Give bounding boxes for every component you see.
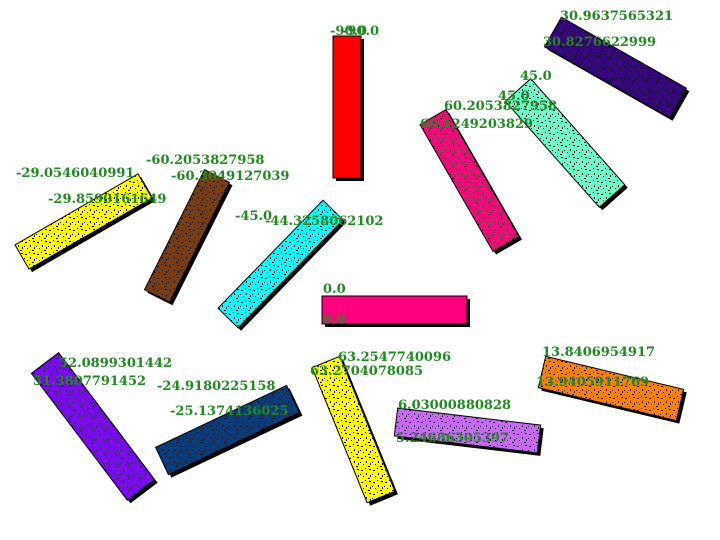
bar-texture [31, 352, 155, 501]
bar-navy-size-label: -25.1374136025 [170, 404, 288, 419]
bar-texture [144, 169, 230, 303]
bar-pink-right-angle-label: 60.2053827958 [444, 99, 557, 114]
bar-texture [394, 408, 541, 453]
bar-body [332, 35, 362, 179]
bar-cyan-size-label: -44.3258062102 [265, 214, 383, 229]
bar-indigo [543, 16, 690, 121]
bar-pink-right [419, 108, 522, 255]
bar-texture [420, 109, 519, 252]
bar-cyan-angle-label: -45.0 [235, 209, 272, 224]
bar-texture [538, 356, 684, 421]
bar-pink-center-angle-label: 0.0 [323, 282, 346, 297]
bar-aquamarine-size-label: 45.0 [498, 89, 530, 104]
bar-violet-angle-label: 52.0899301442 [59, 356, 172, 371]
bars-layer [14, 16, 690, 506]
bar-aquamarine [504, 77, 628, 211]
bar-body [321, 295, 468, 325]
bar-yellow-left-size-label: -29.8590161649 [48, 192, 166, 207]
bar-lavender-angle-label: 6.03000880828 [398, 398, 511, 413]
bar-pink-center-size-label: 0.0 [323, 313, 346, 328]
bar-cyan [217, 199, 346, 331]
bar-texture [15, 173, 152, 270]
bar-pink-center [321, 295, 470, 327]
bar-aquamarine-angle-label: 45.0 [520, 69, 552, 84]
bar-texture [505, 78, 625, 208]
bar-violet [30, 351, 158, 504]
bar-lavender-size-label: 5.24686305397 [396, 431, 509, 446]
bar-yellow-mid-size-label: 63.2704078085 [310, 364, 423, 379]
bar-red [332, 35, 364, 181]
bar-red-size-label: -90.0 [342, 24, 379, 39]
bar-pink-right-size-label: 60.1249203829 [420, 117, 533, 132]
bar-texture [544, 17, 687, 118]
bar-orange-size-label: 13.9405911769 [536, 375, 649, 390]
bar-brown-angle-label: -60.2053827958 [146, 153, 264, 168]
labels-layer: -90.0-90.0 30.9637565321 30.8276622999 45.0… [16, 9, 673, 446]
bar-texture [312, 356, 395, 503]
bar-orange [537, 355, 687, 424]
bar-yellow-left [14, 173, 155, 273]
bar-brown [143, 169, 233, 306]
bar-texture [218, 200, 343, 328]
bar-yellow-mid-angle-label: 63.2547740096 [338, 350, 451, 365]
bar-brown-size-label: -60.3049127039 [171, 169, 289, 184]
bar-red-angle-label: -90.0 [330, 24, 367, 39]
bar-navy [154, 384, 303, 478]
bar-lavender [393, 407, 544, 456]
bar-orange-angle-label: 13.8406954917 [542, 345, 655, 360]
bar-indigo-size-label: 30.8276622999 [543, 35, 656, 50]
bar-violet-size-label: 51.3807791452 [33, 374, 146, 389]
bar-yellow-left-angle-label: -29.0546040991 [16, 166, 134, 181]
bar-yellow-mid [311, 355, 398, 506]
bar-navy-angle-label: -24.9180225158 [157, 379, 275, 394]
bar-indigo-angle-label: 30.9637565321 [560, 9, 673, 24]
bar-texture [155, 385, 300, 475]
